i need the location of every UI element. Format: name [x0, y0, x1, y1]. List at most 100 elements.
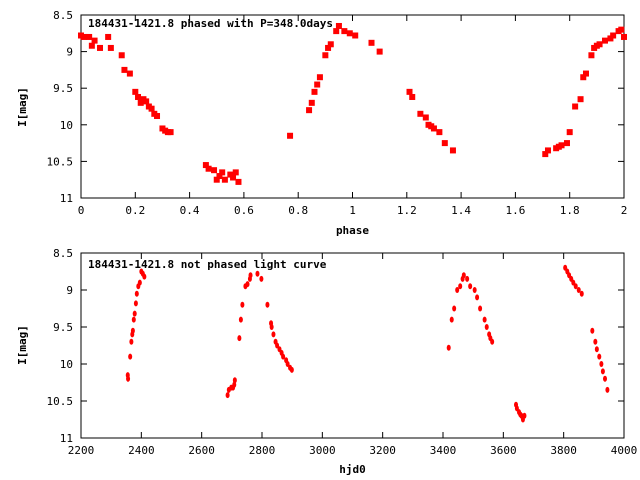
data-point: [230, 174, 237, 181]
data-point: [346, 30, 353, 37]
data-point: [91, 37, 98, 44]
data-point: [601, 37, 608, 44]
data-point: [368, 39, 375, 46]
data-point: [235, 178, 242, 185]
data-point: [475, 294, 480, 301]
x-tick-label: 0.6: [234, 204, 254, 217]
data-point: [599, 361, 604, 367]
data-point: [311, 88, 318, 95]
data-point: [406, 88, 413, 95]
x-tick-label: 1.6: [505, 204, 525, 217]
data-point: [465, 275, 470, 282]
data-point: [232, 169, 239, 176]
data-point: [542, 151, 549, 158]
data-point: [430, 125, 437, 132]
x-tick-label: 2800: [249, 444, 276, 457]
x-tick-label: 0.8: [288, 204, 308, 217]
data-point: [135, 93, 142, 100]
data-point: [134, 290, 139, 297]
y-tick-label: 9.5: [53, 82, 73, 95]
y-tick-label: 10.5: [47, 395, 74, 408]
data-point: [597, 353, 602, 360]
data-point: [376, 48, 383, 55]
data-point: [240, 301, 245, 308]
data-point: [325, 44, 332, 51]
x-tick-label: 2400: [128, 444, 155, 457]
data-point: [596, 41, 603, 48]
data-point: [594, 346, 599, 353]
data-point: [213, 176, 220, 183]
data-point: [314, 81, 321, 88]
x-tick-label: 3000: [309, 444, 336, 457]
y-tick-label: 11: [60, 192, 73, 205]
data-point: [205, 165, 212, 172]
unphased-light-curve-plot: 2200 2400 2600 2800 3000 3200 3400 3600 3800 4000…: [16, 247, 637, 476]
data-point: [563, 140, 570, 147]
x-tick-label: 1: [349, 204, 356, 217]
data-point: [259, 275, 264, 282]
data-point: [221, 176, 228, 183]
data-point: [265, 301, 270, 308]
data-point: [621, 33, 627, 40]
data-point: [154, 113, 161, 120]
data-point: [478, 305, 483, 312]
data-point: [593, 338, 598, 345]
data-point: [126, 375, 131, 382]
data-point: [129, 338, 134, 345]
data-point: [482, 316, 487, 323]
y-tick-label: 10: [60, 358, 73, 371]
data-point: [131, 316, 136, 323]
data-point: [409, 93, 416, 100]
data-point: [132, 310, 137, 317]
data-point: [461, 272, 466, 279]
data-point: [446, 344, 451, 351]
data-point: [576, 287, 581, 293]
data-point: [289, 366, 294, 373]
data-point: [490, 338, 495, 345]
data-point: [271, 331, 276, 338]
x-tick-label: 1.2: [397, 204, 417, 217]
chart-title: 184431-1421.8 not phased light curve: [88, 258, 327, 271]
data-point: [281, 353, 286, 360]
data-point: [484, 324, 489, 330]
x-tick-label: 2600: [188, 444, 215, 457]
data-point: [143, 98, 150, 105]
data-point: [132, 88, 139, 95]
data-point: [588, 52, 595, 59]
data-point: [573, 283, 578, 290]
data-point: [137, 279, 142, 286]
data-point: [107, 44, 114, 51]
data-point: [167, 129, 174, 136]
data-point: [455, 287, 460, 293]
data-point: [582, 70, 589, 77]
data-point: [275, 342, 280, 349]
data-point: [128, 353, 133, 360]
data-point: [316, 74, 323, 81]
data-point: [577, 96, 584, 103]
y-tick-label: 9.5: [53, 321, 73, 334]
data-point: [225, 392, 230, 399]
data-point: [285, 361, 290, 367]
data-point: [618, 26, 625, 33]
data-point: [436, 129, 443, 136]
data-point: [287, 132, 294, 139]
data-point: [327, 41, 334, 48]
data-point: [130, 327, 135, 334]
y-tick-label: 10: [60, 119, 73, 132]
data-point: [211, 167, 218, 174]
data-point: [232, 377, 237, 384]
data-point: [133, 300, 138, 307]
data-point: [97, 44, 104, 51]
data-point: [219, 169, 226, 176]
x-tick-label: 0.4: [180, 204, 200, 217]
data-point: [600, 368, 605, 375]
data-point: [352, 32, 359, 39]
data-point: [579, 290, 584, 297]
data-point: [269, 324, 274, 330]
data-point: [216, 173, 223, 180]
x-tick-label: 1.8: [560, 204, 580, 217]
y-axis-label: I[mag]: [16, 325, 29, 365]
data-point: [121, 66, 128, 73]
x-tick-label: 0.2: [125, 204, 145, 217]
